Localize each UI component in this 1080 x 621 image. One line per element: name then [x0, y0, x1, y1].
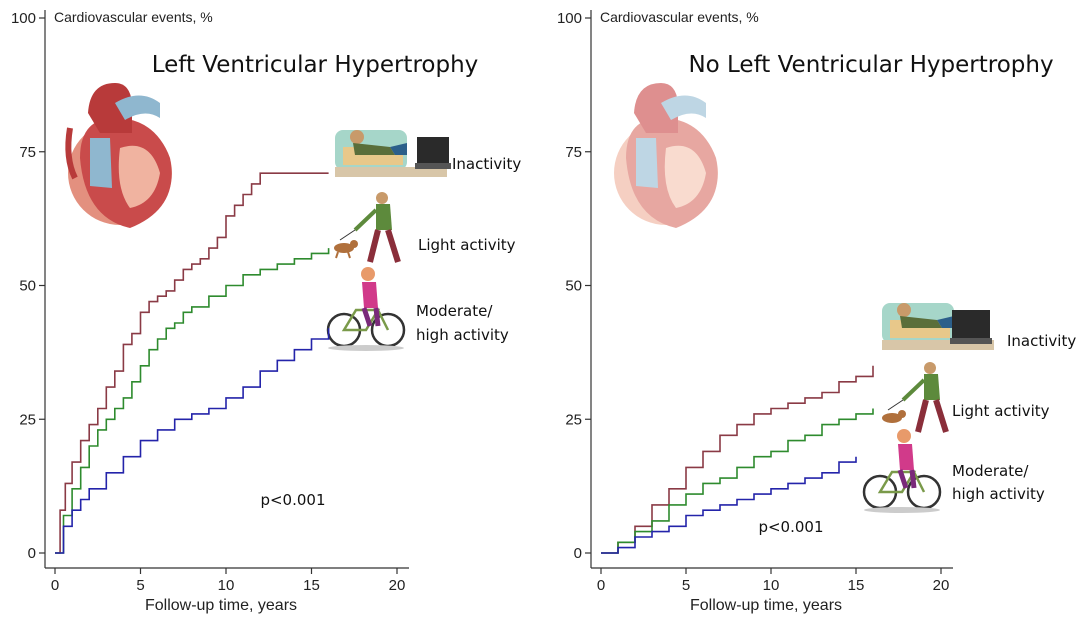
chart-title: No Left Ventricular Hypertrophy — [688, 52, 1053, 78]
x-tick-label: 0 — [51, 577, 59, 594]
series-label-moderate_2: high activity — [416, 326, 509, 344]
x-tick-label: 0 — [597, 577, 605, 594]
series-line-inactivity — [601, 365, 874, 554]
person-cycling-icon — [326, 267, 406, 351]
series-label-light: Light activity — [418, 236, 516, 254]
x-tick-label: 20 — [389, 577, 406, 594]
p-value-annotation: p<0.001 — [260, 491, 325, 509]
chart-panel-lvh — [65, 83, 451, 351]
heart-illustration-icon — [614, 83, 718, 228]
series-line-moderate-high-activity — [601, 456, 857, 554]
y-tick-label: 0 — [574, 545, 582, 562]
y-tick-label: 50 — [19, 278, 36, 295]
series-label-moderate_1: Moderate/ — [952, 462, 1029, 480]
y-tick-label: 0 — [28, 545, 36, 562]
chart-title: Left Ventricular Hypertrophy — [152, 52, 479, 78]
y-tick-label: 75 — [19, 144, 36, 161]
person-cycling-icon — [862, 429, 942, 513]
series-label-light: Light activity — [952, 402, 1050, 420]
x-tick-label: 10 — [763, 577, 780, 594]
series-label-moderate_2: high activity — [952, 485, 1045, 503]
x-tick-label: 10 — [218, 577, 235, 594]
series-label-moderate_1: Moderate/ — [416, 302, 493, 320]
x-tick-label: 5 — [682, 577, 690, 594]
series-label-inactivity: Inactivity — [452, 155, 521, 173]
y-tick-label: 75 — [565, 144, 582, 161]
x-axis-label: Follow-up time, years — [145, 597, 297, 614]
y-tick-label: 25 — [19, 411, 36, 428]
series-line-light-activity — [55, 248, 330, 554]
x-tick-label: 15 — [303, 577, 320, 594]
x-tick-label: 20 — [933, 577, 950, 594]
series-label-inactivity: Inactivity — [1007, 332, 1076, 350]
y-tick-label: 25 — [565, 411, 582, 428]
series-line-light-activity — [601, 408, 874, 554]
person-on-sofa-watching-tv-icon — [882, 303, 994, 350]
person-on-sofa-watching-tv-icon — [335, 130, 451, 177]
y-tick-label: 50 — [565, 278, 582, 295]
series-line-inactivity — [55, 172, 329, 554]
y-axis-label: Cardiovascular events, % — [600, 9, 759, 25]
y-tick-label: 100 — [11, 10, 36, 27]
person-walking-dog-icon — [882, 362, 949, 433]
p-value-annotation: p<0.001 — [758, 518, 823, 536]
series-line-moderate-high-activity — [55, 328, 330, 554]
chart-panel-no-lvh — [614, 83, 994, 513]
x-tick-label: 5 — [136, 577, 144, 594]
y-tick-label: 100 — [557, 10, 582, 27]
heart-illustration-icon — [65, 83, 172, 228]
y-axis-label: Cardiovascular events, % — [54, 9, 213, 25]
person-walking-dog-icon — [334, 192, 401, 263]
x-tick-label: 15 — [848, 577, 865, 594]
x-axis-label: Follow-up time, years — [690, 597, 842, 614]
